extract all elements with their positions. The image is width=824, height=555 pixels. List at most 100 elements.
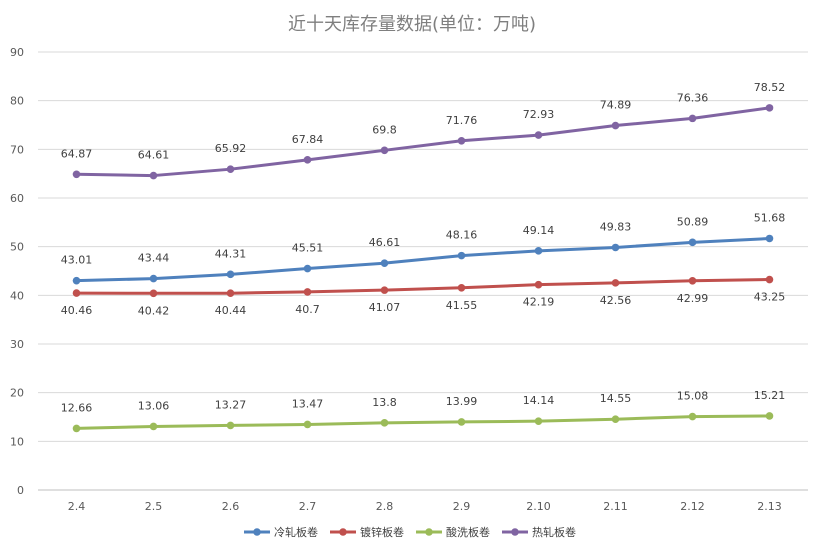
data-point	[72, 424, 81, 433]
data-point	[534, 280, 543, 289]
data-point	[765, 104, 774, 112]
data-point	[611, 243, 620, 252]
y-axis: 0 10 20 30 40 50 60 70 80 90	[10, 46, 24, 497]
data-point	[534, 417, 543, 425]
series-1: 43.01 43.44 44.31 45.51 46.61 48.16 49.14 49.83…	[61, 211, 785, 285]
data-label: 13.8	[372, 396, 397, 409]
data-point	[688, 114, 697, 123]
data-label: 42.56	[600, 294, 632, 307]
y-tick-label: 10	[10, 435, 24, 448]
x-tick-label: 2.11	[603, 500, 628, 513]
data-point	[303, 264, 312, 273]
data-point	[303, 420, 312, 429]
legend-item: 酸洗板卷	[416, 525, 490, 539]
legend-swatch-marker	[425, 528, 433, 536]
data-label: 41.55	[446, 299, 478, 312]
legend-item: 冷轧板卷	[244, 525, 318, 539]
data-point	[72, 289, 81, 297]
x-tick-label: 2.8	[376, 500, 394, 513]
data-label: 13.47	[292, 397, 324, 410]
x-tick-label: 2.9	[453, 500, 471, 513]
data-point	[380, 419, 389, 427]
x-tick-label: 2.13	[757, 500, 782, 513]
data-point	[149, 274, 158, 283]
data-point	[457, 283, 466, 292]
series-4: 64.87 64.61 65.92 67.84 69.8 71.76 72.93 74.89 7…	[61, 81, 786, 180]
data-point	[611, 121, 620, 130]
data-point	[534, 247, 543, 255]
legend-swatch-marker	[339, 528, 347, 536]
x-tick-label: 2.6	[222, 500, 240, 513]
data-label: 14.55	[600, 392, 632, 405]
series-3: 12.66 13.06 13.27 13.47 13.8 13.99 14.14 14.55 1…	[61, 389, 786, 433]
data-label: 43.01	[61, 254, 93, 267]
data-point	[457, 418, 466, 426]
y-tick-label: 0	[17, 484, 24, 497]
series-line	[75, 106, 771, 178]
data-label: 13.06	[138, 399, 170, 412]
y-tick-label: 30	[10, 338, 24, 351]
data-label: 15.21	[754, 389, 786, 402]
legend-label: 酸洗板卷	[446, 525, 490, 539]
y-tick-label: 40	[10, 289, 24, 302]
data-label: 40.44	[215, 304, 247, 317]
legend-label: 镀锌板卷	[360, 525, 404, 539]
data-label: 15.08	[677, 390, 709, 403]
data-point	[380, 286, 389, 294]
legend-item: 热轧板卷	[502, 525, 576, 539]
data-point	[72, 276, 81, 285]
data-point	[457, 136, 466, 145]
legend-label: 冷轧板卷	[274, 525, 318, 539]
data-point	[303, 156, 312, 164]
data-point	[688, 238, 697, 247]
data-point	[303, 288, 312, 296]
chart-title: 近十天库存量数据(单位：万吨)	[287, 14, 537, 35]
data-label: 40.46	[61, 304, 93, 317]
data-point	[611, 279, 620, 287]
data-point	[765, 275, 774, 284]
data-label: 74.89	[600, 99, 632, 112]
data-label: 69.8	[372, 123, 397, 136]
data-point	[226, 421, 235, 430]
x-tick-label: 2.4	[68, 500, 86, 513]
data-label: 76.36	[677, 91, 709, 104]
data-point	[611, 415, 620, 423]
data-label: 42.19	[523, 296, 555, 309]
data-point	[688, 412, 697, 421]
data-label: 65.92	[215, 142, 247, 155]
data-point	[688, 276, 697, 285]
x-tick-label: 2.12	[680, 500, 705, 513]
legend: 冷轧板卷 镀锌板卷 酸洗板卷 热轧板卷	[244, 525, 576, 539]
x-tick-label: 2.10	[526, 500, 551, 513]
series-line	[75, 278, 771, 295]
data-label: 49.14	[523, 224, 555, 237]
legend-item: 镀锌板卷	[330, 525, 404, 539]
y-tick-label: 50	[10, 241, 24, 254]
data-label: 78.52	[754, 81, 786, 94]
y-tick-label: 20	[10, 387, 24, 400]
legend-swatch-marker	[511, 528, 519, 536]
series-line	[75, 414, 771, 430]
series-2: 40.46 40.42 40.44 40.7 41.07 41.55 42.19 42.56 4…	[61, 275, 786, 317]
y-tick-label: 80	[10, 95, 24, 108]
data-label: 42.99	[677, 292, 709, 305]
data-label: 72.93	[523, 108, 555, 121]
x-axis: 2.4 2.5 2.6 2.7 2.8 2.9 2.10 2.11 2.12 2.13	[68, 500, 782, 513]
data-label: 40.42	[138, 304, 170, 317]
y-tick-label: 90	[10, 46, 24, 59]
data-label: 64.61	[138, 149, 170, 162]
x-tick-label: 2.5	[145, 500, 163, 513]
data-point	[226, 270, 235, 279]
data-point	[765, 412, 774, 420]
data-label: 45.51	[292, 242, 324, 255]
legend-swatch-marker	[253, 528, 261, 536]
data-label: 46.61	[369, 236, 401, 249]
x-tick-label: 2.7	[299, 500, 317, 513]
data-point	[149, 289, 158, 298]
data-label: 71.76	[446, 114, 478, 127]
data-label: 44.31	[215, 247, 247, 260]
data-label: 41.07	[369, 301, 401, 314]
data-label: 43.25	[754, 291, 786, 304]
